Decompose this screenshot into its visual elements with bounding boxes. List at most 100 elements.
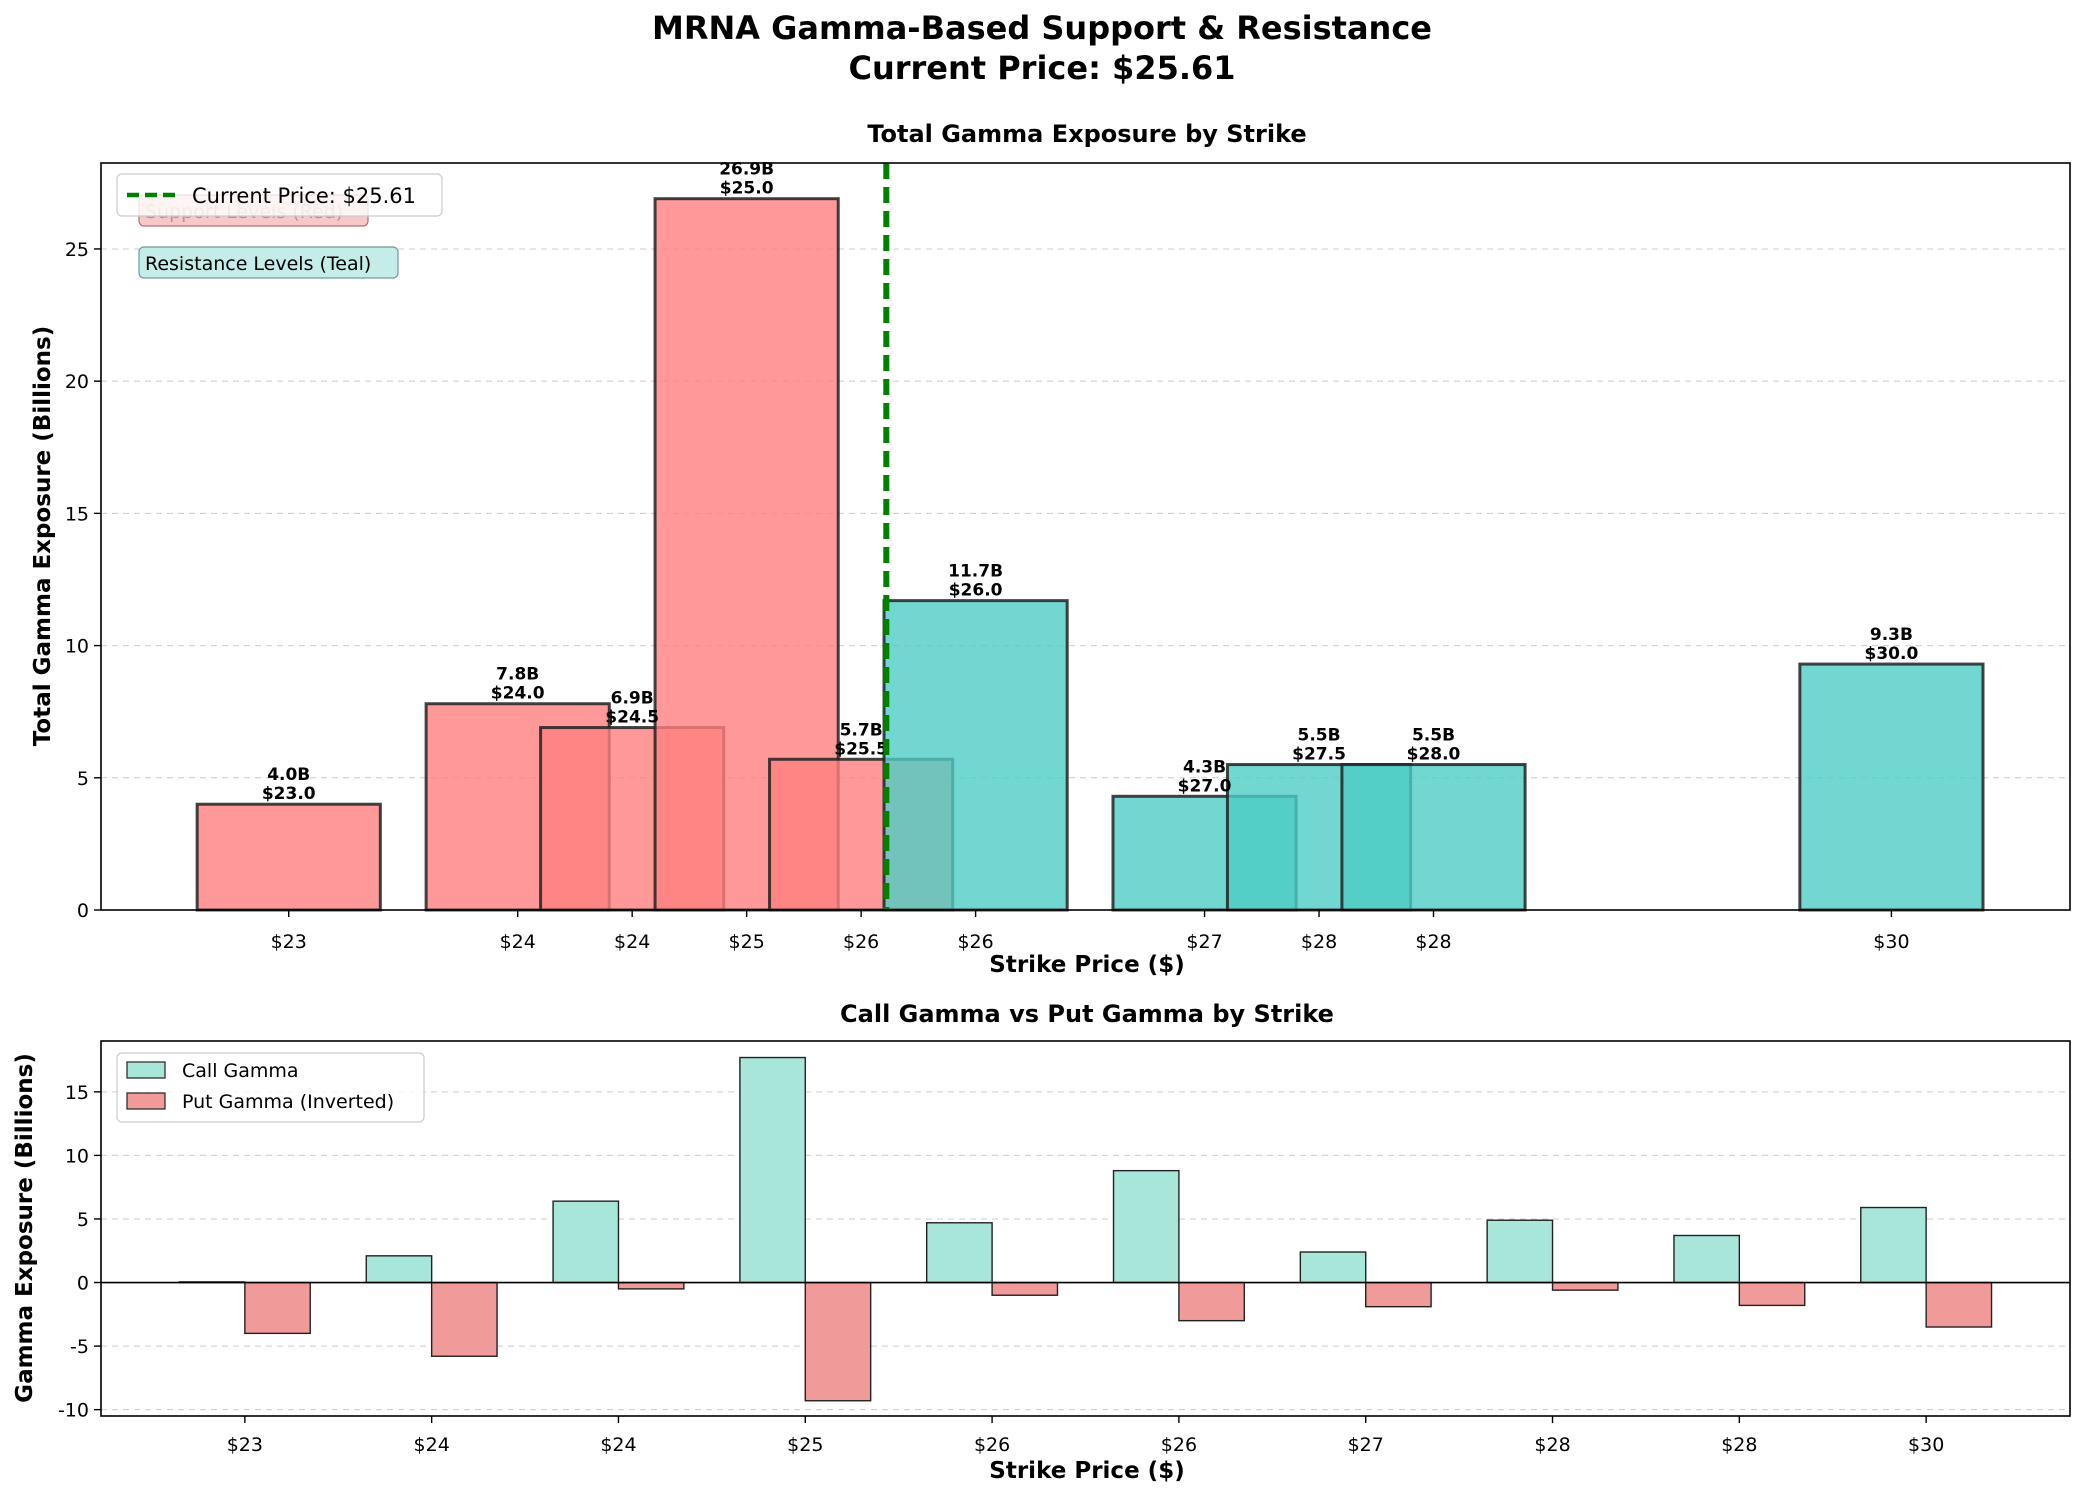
- bottom-y-ticks: -10 -5 0 5 10 15: [58, 1082, 101, 1422]
- put-gamma-bar: [617, 1281, 685, 1290]
- top-bar-strike-label: $27.5: [1292, 745, 1346, 765]
- top-bar-strike-label: $30.0: [1865, 644, 1919, 664]
- top-y-tick-label: 10: [65, 636, 89, 658]
- top-bar-resistance: [1340, 763, 1527, 912]
- top-bar-support: [195, 802, 382, 912]
- call-gamma-bar: [1486, 1219, 1554, 1284]
- top-chart-title: Total Gamma Exposure by Strike: [867, 120, 1306, 148]
- top-x-tick-label: $27: [1186, 931, 1222, 953]
- call-gamma-bar: [1299, 1251, 1367, 1284]
- top-x-tick-label: $28: [1415, 931, 1451, 953]
- top-y-tick-label: 15: [65, 503, 89, 525]
- put-gamma-bar: [804, 1281, 872, 1402]
- top-chart: Total Gamma Exposure by Strike 4.0B$23.0…: [30, 120, 2071, 978]
- call-gamma-bar: [1673, 1234, 1741, 1284]
- top-bar-strike-label: $23.0: [262, 784, 316, 804]
- bottom-legend: Call Gamma Put Gamma (Inverted): [116, 1052, 425, 1123]
- top-bar-value-label: 11.7B: [948, 562, 1003, 582]
- put-gamma-bar: [1551, 1281, 1619, 1291]
- call-gamma-bar: [1860, 1206, 1927, 1284]
- top-x-axis-label: Strike Price ($): [989, 952, 1184, 978]
- top-bar-strike-label: $24.5: [605, 708, 659, 728]
- put-gamma-bar: [430, 1281, 498, 1357]
- bottom-gridlines: [101, 1091, 2070, 1411]
- call-gamma-bar: [926, 1222, 993, 1284]
- top-x-tick-label: $30: [1873, 931, 1909, 953]
- top-bar-strike-label: $27.0: [1178, 776, 1232, 796]
- top-bar-value-label: 4.3B: [1183, 757, 1226, 777]
- top-bar-value-label: 4.0B: [267, 765, 310, 785]
- top-gridlines: [101, 248, 2070, 779]
- bottom-x-tick-label: $28: [1534, 1434, 1570, 1456]
- figure-title-line1: MRNA Gamma-Based Support & Resistance: [651, 9, 1432, 47]
- top-bar-value-label: 5.5B: [1297, 726, 1340, 746]
- figure-title-line2: Current Price: $25.61: [848, 49, 1236, 87]
- top-bar-resistance: [882, 599, 1069, 912]
- bottom-x-tick-label: $26: [974, 1434, 1010, 1456]
- bottom-x-tick-label: $30: [1908, 1434, 1944, 1456]
- top-legend: Current Price: $25.61: [116, 173, 443, 217]
- bottom-x-tick-label: $23: [227, 1434, 263, 1456]
- top-plot-frame: [100, 162, 2071, 911]
- top-bar-value-label: 7.8B: [496, 665, 539, 685]
- call-gamma-bar: [739, 1056, 806, 1284]
- top-bars: [195, 197, 1985, 912]
- bottom-plot-frame: [100, 1040, 2071, 1417]
- call-gamma-legend-label: Call Gamma: [182, 1060, 299, 1082]
- bottom-x-tick-label: $25: [787, 1434, 823, 1456]
- top-bar-strike-label: $25.0: [720, 179, 774, 199]
- bottom-y-tick-label: 5: [77, 1209, 89, 1231]
- top-x-tick-label: $25: [729, 931, 765, 953]
- put-gamma-bar: [1925, 1281, 1993, 1328]
- call-gamma-bar: [552, 1200, 620, 1284]
- resistance-levels-annotation: Resistance Levels (Teal): [138, 246, 399, 279]
- top-bar-resistance: [1798, 662, 1985, 912]
- top-y-tick-label: 20: [65, 371, 89, 393]
- bottom-y-tick-label: 15: [65, 1082, 89, 1104]
- top-bar-value-label: 5.7B: [840, 720, 883, 740]
- top-bar-strike-label: $25.5: [834, 739, 888, 759]
- bottom-x-tick-label: $27: [1348, 1434, 1384, 1456]
- bottom-y-tick-label: -10: [58, 1400, 89, 1422]
- top-y-axis-label: Total Gamma Exposure (Billions): [30, 326, 56, 746]
- top-bar-value-label: 6.9B: [611, 689, 654, 709]
- top-bar-value-label: 5.5B: [1412, 726, 1455, 746]
- top-bar-strike-label: $28.0: [1407, 745, 1461, 765]
- bottom-y-axis-label: Gamma Exposure (Billions): [12, 1053, 38, 1403]
- bottom-x-axis-label: Strike Price ($): [989, 1458, 1184, 1484]
- top-x-tick-label: $24: [614, 931, 650, 953]
- call-gamma-bar: [1112, 1169, 1180, 1284]
- bottom-x-tick-label: $24: [600, 1434, 636, 1456]
- put-gamma-bar: [244, 1281, 311, 1335]
- top-bar-value-label: 26.9B: [719, 160, 774, 180]
- put-gamma-legend-swatch: [126, 1092, 166, 1110]
- figure-title: MRNA Gamma-Based Support & Resistance Cu…: [0, 8, 2084, 88]
- put-gamma-bar: [1365, 1281, 1432, 1308]
- bottom-y-tick-label: -5: [70, 1336, 89, 1358]
- current-price-legend-label: Current Price: $25.61: [192, 184, 416, 208]
- top-x-tick-label: $23: [271, 931, 307, 953]
- top-x-tick-label: $24: [500, 931, 536, 953]
- resistance-levels-text: Resistance Levels (Teal): [145, 253, 371, 275]
- bottom-y-tick-label: 0: [77, 1273, 89, 1295]
- bottom-y-tick-label: 10: [65, 1145, 89, 1167]
- bottom-x-tick-label: $28: [1721, 1434, 1757, 1456]
- bottom-x-ticks: $23 $24 $24 $25 $26 $26 $27 $28 $28 $30: [227, 1416, 1944, 1456]
- top-y-tick-label: 5: [77, 768, 89, 790]
- top-bar-labels: 4.0B$23.0 7.8B$24.0 6.9B$24.5 26.9B$25.0 5.7…: [262, 160, 1919, 805]
- put-gamma-bar: [1738, 1281, 1806, 1307]
- top-x-tick-label: $26: [843, 931, 879, 953]
- put-gamma-bar: [1178, 1281, 1245, 1322]
- call-gamma-bar: [365, 1255, 433, 1284]
- top-bar-strike-label: $24.0: [491, 684, 545, 704]
- top-y-tick-label: 0: [77, 900, 89, 922]
- top-bar-value-label: 9.3B: [1870, 625, 1913, 645]
- bottom-bars: [178, 1056, 1993, 1402]
- top-x-ticks: $23 $24 $24 $25 $26 $26 $27 $28 $28 $30: [271, 910, 1910, 953]
- top-x-tick-label: $28: [1301, 931, 1337, 953]
- top-y-ticks: 0 5 10 15 20 25: [65, 239, 101, 922]
- bottom-chart: Call Gamma vs Put Gamma by Strike -10 -5 0…: [12, 1000, 2071, 1484]
- put-gamma-bar: [991, 1281, 1059, 1296]
- call-gamma-legend-swatch: [126, 1061, 166, 1079]
